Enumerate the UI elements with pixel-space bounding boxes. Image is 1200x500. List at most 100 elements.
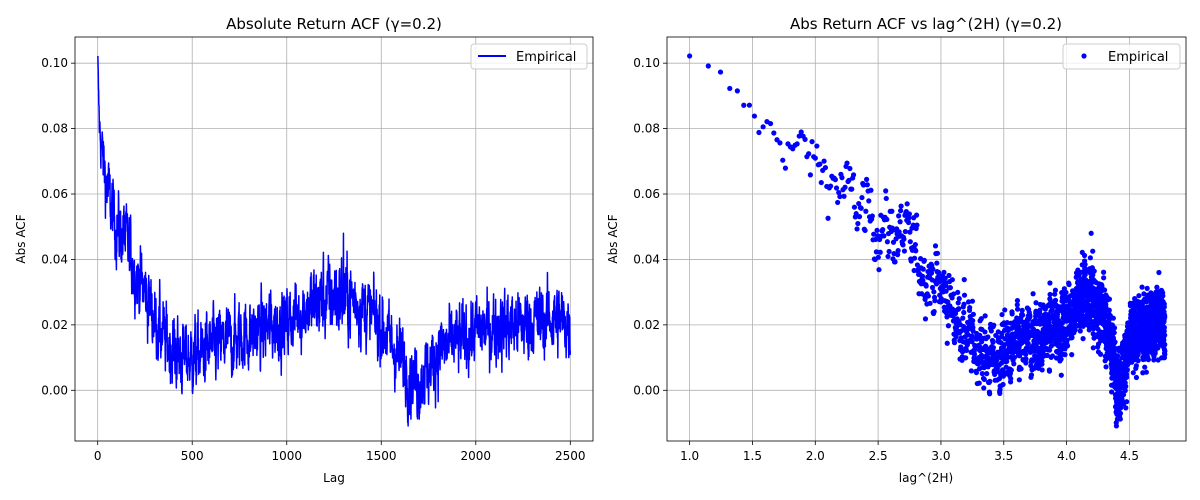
right-scatter-point: [1011, 361, 1017, 367]
left-axes-frame: [74, 36, 594, 442]
right-scatter-point: [897, 219, 903, 225]
right-scatter-point: [1069, 352, 1075, 358]
right-scatter-point: [961, 309, 967, 316]
right-x-axis-label: lag^(2H): [899, 471, 953, 485]
right-scatter-point: [1101, 275, 1107, 281]
right-scatter-point: [809, 139, 815, 145]
right-y-tick-label: 0.08: [633, 122, 660, 136]
left-chart: Absolute Return ACF (γ=0.2) 0 500 1000 1500…: [14, 15, 594, 485]
right-scatter-point: [1152, 350, 1158, 356]
right-scatter-point: [853, 211, 859, 217]
left-series-line-empirical: [97, 55, 572, 427]
right-scatter-point: [1014, 302, 1020, 308]
left-y-tick-label: 0.04: [41, 252, 68, 266]
right-scatter-point: [1109, 389, 1115, 395]
right-scatter-point: [1047, 347, 1053, 353]
right-scatter-point: [1160, 293, 1166, 299]
right-scatter-point: [956, 296, 962, 302]
right-scatter-point: [868, 187, 874, 193]
right-scatter-point: [798, 129, 804, 135]
right-scatter-point: [1123, 383, 1129, 389]
right-scatter-point: [1112, 345, 1118, 351]
right-scatter-point: [1116, 358, 1122, 364]
right-scatter-point: [1004, 320, 1010, 326]
right-scatter-point: [1103, 301, 1109, 308]
right-scatter-point: [874, 227, 880, 233]
right-scatter-point: [978, 316, 984, 322]
right-scatter-point: [987, 378, 993, 384]
right-scatter-point: [1162, 314, 1168, 320]
left-x-tick-label: 0: [94, 449, 102, 463]
right-scatter-point: [908, 258, 914, 264]
right-scatter-point: [1023, 351, 1029, 358]
right-scatter-point: [961, 277, 967, 283]
right-scatter-point: [835, 199, 841, 206]
right-scatter-point: [1154, 284, 1160, 290]
right-scatter-point: [1008, 367, 1014, 373]
right-scatter-point: [1014, 298, 1021, 304]
right-scatter-point: [842, 184, 848, 190]
right-scatter-point: [906, 215, 912, 221]
right-scatter-point: [932, 243, 939, 249]
right-scatter-point: [727, 85, 733, 92]
right-scatter-point: [1139, 284, 1145, 290]
right-axes-frame: [666, 36, 1187, 442]
right-legend-label: Empirical: [1108, 50, 1168, 65]
right-scatter-point: [1102, 287, 1108, 293]
right-scatter-point: [746, 102, 753, 108]
right-scatter-point: [896, 229, 902, 235]
right-scatter-point: [877, 249, 883, 255]
right-scatter-point: [1027, 314, 1033, 320]
right-legend-box: [1062, 43, 1181, 70]
right-scatter-point: [1086, 327, 1092, 333]
right-scatter-point: [979, 371, 985, 377]
right-scatter-point: [969, 298, 976, 304]
right-scatter-point: [965, 299, 972, 305]
right-scatter-point: [885, 253, 891, 260]
right-scatter-point: [871, 231, 877, 237]
right-scatter-point: [825, 215, 831, 221]
right-scatter-point: [895, 252, 901, 258]
right-scatter-point: [1135, 351, 1141, 357]
right-scatter-point: [1028, 372, 1035, 378]
right-scatter-point: [982, 313, 988, 319]
right-scatter-point: [1145, 357, 1152, 363]
right-scatter-point: [836, 189, 842, 196]
right-x-tick-label: 1.5: [743, 449, 762, 463]
right-scatter-point: [839, 175, 845, 181]
right-scatter-point: [988, 328, 994, 334]
right-scatter-point: [969, 339, 975, 345]
right-scatter-point: [1115, 353, 1121, 359]
left-legend-label: Empirical: [516, 50, 576, 65]
right-scatter-point: [818, 179, 824, 186]
right-scatter-point: [1081, 252, 1088, 259]
right-scatter-point: [1000, 381, 1006, 388]
right-scatter-point: [1077, 328, 1083, 334]
right-scatter-point: [827, 183, 834, 189]
right-scatter-point: [1091, 268, 1097, 274]
right-scatter-point: [741, 102, 747, 108]
right-scatter-point: [862, 227, 868, 234]
right-scatter-point: [855, 220, 861, 227]
right-scatter-point: [951, 340, 958, 346]
right-scatter-point: [892, 259, 898, 265]
right-scatter-point: [1090, 345, 1096, 351]
right-scatter-point: [900, 242, 906, 248]
right-scatter-point: [856, 214, 863, 220]
right-y-tick-label: 0.10: [633, 56, 660, 70]
left-y-tick-label: 0.10: [41, 56, 68, 70]
right-y-tick-label: 0.06: [633, 187, 660, 201]
right-scatter-point: [901, 248, 908, 254]
right-scatter-point: [859, 194, 865, 201]
right-scatter-point: [920, 266, 926, 272]
right-scatter-point: [946, 272, 952, 279]
right-scatter-point: [807, 172, 813, 178]
right-scatter-point: [934, 250, 941, 256]
right-scatter-point: [967, 304, 973, 311]
right-x-tick-label: 2.0: [806, 449, 825, 463]
right-scatter-point: [1059, 320, 1066, 326]
right-scatter-point: [869, 213, 875, 219]
right-scatter-point: [884, 216, 890, 223]
right-scatter-point: [1122, 387, 1128, 394]
right-scatter-point: [971, 351, 978, 357]
